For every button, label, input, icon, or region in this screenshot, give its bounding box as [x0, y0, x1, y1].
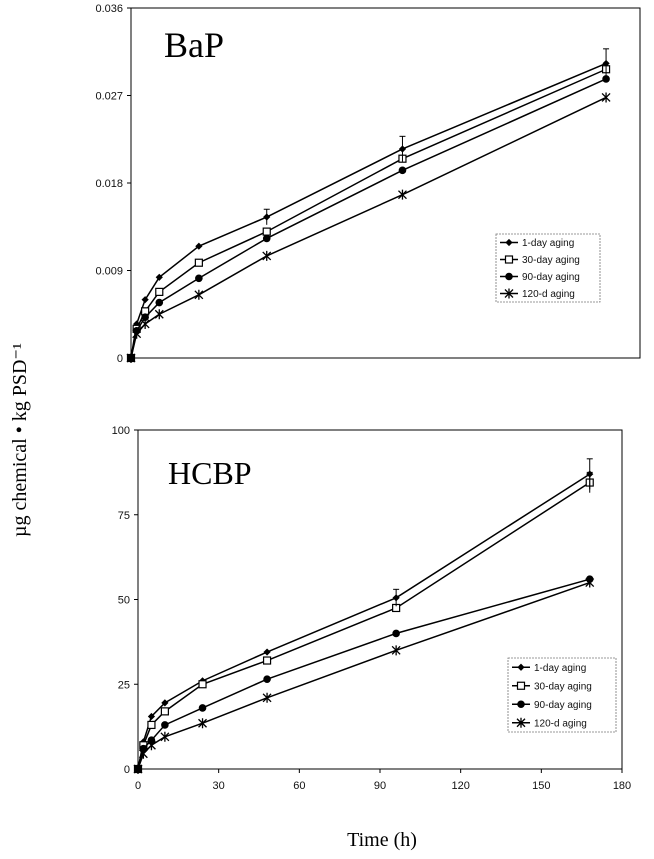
y-tick-label: 0: [117, 353, 123, 365]
data-point: [133, 764, 143, 774]
data-point: [140, 318, 150, 329]
data-point: [155, 298, 164, 307]
x-tick-label: 30: [213, 780, 225, 792]
shared-y-axis-label: µg chemical • kg PSD⁻¹: [9, 343, 31, 537]
data-point: [198, 718, 207, 729]
data-point: [263, 648, 271, 656]
data-point: [147, 712, 156, 721]
chart-title: HCBP: [168, 455, 252, 491]
series-line: [130, 78, 607, 359]
legend-marker: [517, 700, 525, 709]
data-point: [585, 577, 595, 588]
x-tick-label: 120: [451, 780, 469, 792]
data-point: [138, 748, 148, 759]
y-tick-label: 0.027: [95, 91, 123, 103]
legend-label: 30-day aging: [534, 681, 592, 692]
data-point: [161, 721, 169, 729]
data-point: [147, 736, 156, 744]
data-point: [391, 645, 401, 656]
legend-marker: [504, 288, 514, 299]
legend-marker: [516, 681, 526, 690]
y-tick-label: 25: [118, 679, 130, 691]
data-point: [601, 92, 611, 103]
legend-marker: [516, 717, 526, 728]
legend-marker: [505, 272, 513, 281]
shared-x-axis-label: Time (h): [347, 829, 417, 851]
legend-label: 120-d aging: [534, 718, 587, 729]
y-tick-label: 0.036: [95, 3, 123, 15]
data-point: [160, 731, 170, 742]
y-tick-label: 50: [118, 595, 130, 607]
legend-label: 90-day aging: [534, 700, 592, 711]
series-line: [130, 96, 607, 359]
legend-marker: [504, 255, 514, 264]
y-tick-label: 75: [118, 510, 130, 522]
data-point: [194, 258, 203, 267]
legend-label: 120-d aging: [522, 289, 575, 300]
data-point: [198, 704, 207, 712]
data-point: [155, 273, 163, 281]
y-tick-label: 0.009: [95, 266, 123, 278]
data-point: [141, 313, 149, 321]
series-line: [137, 473, 591, 770]
data-point: [398, 166, 407, 175]
data-point: [262, 692, 272, 703]
data-point: [262, 234, 271, 243]
x-tick-label: 60: [293, 780, 305, 792]
data-point: [194, 289, 204, 300]
data-point: [155, 287, 164, 296]
data-point: [132, 328, 142, 339]
data-point: [195, 242, 203, 250]
data-point: [262, 227, 271, 236]
data-point: [141, 296, 149, 304]
legend-box: [495, 233, 601, 303]
data-point: [398, 189, 407, 200]
data-point: [126, 353, 136, 363]
data-point: [262, 656, 272, 665]
data-point: [198, 680, 207, 689]
data-point: [602, 75, 610, 83]
x-tick-label: 150: [532, 780, 550, 792]
hcbp-panel: 0 25 50 75 100 0 30 60 90 120 150 180 HCBP 1-day agin…: [112, 425, 632, 792]
bap-panel: 0 0.009 0.018 0.027 0.036 BaP 1-day aging 30-da…: [95, 3, 641, 365]
data-point: [263, 675, 271, 683]
legend-label: 1-day aging: [534, 663, 586, 674]
data-point: [160, 707, 169, 716]
data-point: [392, 629, 400, 638]
y-tick-label: 0.018: [95, 178, 123, 190]
legend-label: 1-day aging: [522, 238, 574, 249]
data-point: [139, 744, 148, 753]
legend-marker: [517, 663, 525, 671]
x-tick-label: 180: [613, 780, 631, 792]
data-point: [262, 250, 272, 261]
data-point: [146, 740, 156, 751]
legend-label: 30-day aging: [522, 255, 580, 266]
legend-marker: [505, 238, 513, 247]
x-tick-label: 90: [374, 780, 386, 792]
data-point: [195, 274, 203, 283]
data-point: [161, 699, 169, 707]
chart-title: BaP: [164, 25, 224, 65]
legend-label: 90-day aging: [522, 272, 580, 283]
series-line: [130, 68, 607, 359]
legend-box: [507, 657, 617, 733]
y-tick-label: 0: [124, 764, 130, 776]
data-point: [147, 720, 156, 730]
data-point: [154, 309, 164, 320]
series-line: [130, 62, 607, 359]
x-tick-label: 0: [135, 780, 141, 792]
y-tick-label: 100: [112, 425, 130, 437]
